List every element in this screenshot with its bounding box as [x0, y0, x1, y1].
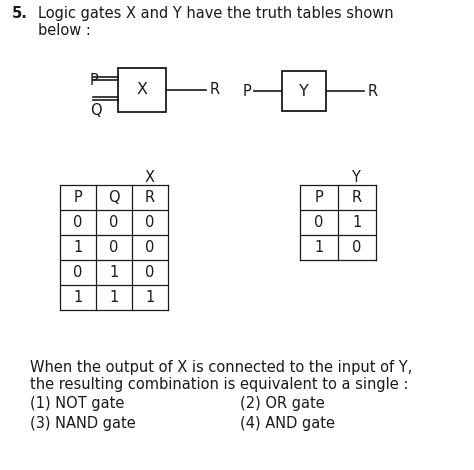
Text: 0: 0	[146, 265, 155, 280]
Text: Y: Y	[351, 170, 359, 185]
Text: 0: 0	[146, 215, 155, 230]
Text: P: P	[90, 73, 99, 88]
Text: 0: 0	[352, 240, 362, 255]
Text: Y: Y	[299, 84, 309, 99]
Text: 1: 1	[109, 290, 118, 305]
Text: When the output of X is connected to the input of Y,
the resulting combination i: When the output of X is connected to the…	[30, 360, 412, 392]
Text: (1) NOT gate: (1) NOT gate	[30, 396, 124, 411]
Text: R: R	[368, 84, 378, 99]
Bar	[282, 71, 326, 111]
Text: P: P	[73, 190, 82, 205]
Text: 1: 1	[352, 215, 362, 230]
Text: P: P	[242, 84, 251, 99]
Text: 1: 1	[73, 290, 82, 305]
Text: Q: Q	[90, 102, 101, 118]
Text: R: R	[145, 190, 155, 205]
Text: 1: 1	[73, 240, 82, 255]
Text: 5.: 5.	[12, 6, 28, 21]
Text: (4) AND gate: (4) AND gate	[240, 416, 335, 431]
Text: 1: 1	[109, 265, 118, 280]
Text: Logic gates X and Y have the truth tables shown
below :: Logic gates X and Y have the truth table…	[38, 6, 393, 39]
Text: 0: 0	[73, 265, 82, 280]
Text: (3) NAND gate: (3) NAND gate	[30, 416, 136, 431]
Text: X: X	[137, 83, 147, 97]
Text: 0: 0	[109, 215, 118, 230]
Text: Q: Q	[108, 190, 120, 205]
Text: R: R	[210, 83, 220, 97]
Text: P: P	[315, 190, 323, 205]
Text: 1: 1	[146, 290, 155, 305]
Text: 1: 1	[314, 240, 324, 255]
Text: 0: 0	[109, 240, 118, 255]
Text: (2) OR gate: (2) OR gate	[240, 396, 325, 411]
Text: 0: 0	[146, 240, 155, 255]
Text: R: R	[352, 190, 362, 205]
Text: 0: 0	[314, 215, 324, 230]
Text: X: X	[145, 170, 155, 185]
Bar	[118, 68, 166, 112]
Text: 0: 0	[73, 215, 82, 230]
